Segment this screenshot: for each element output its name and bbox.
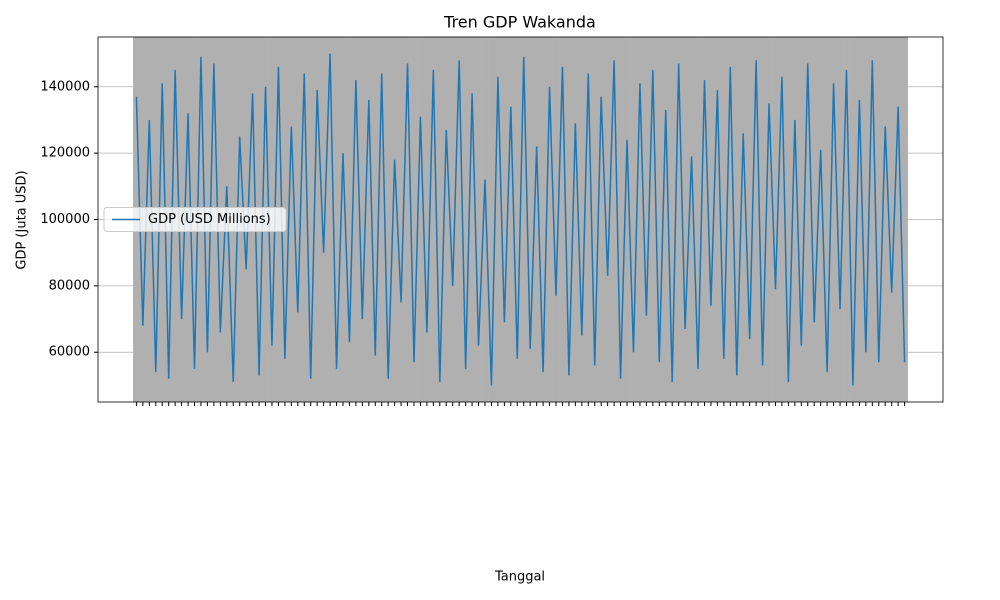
y-axis-label: GDP (Juta USD) [15, 170, 30, 269]
y-tick-label: 60000 [49, 345, 90, 360]
x-axis-label: Tanggal [494, 570, 545, 585]
plot-frame [97, 36, 944, 403]
legend: GDP (USD Millions) [103, 207, 287, 232]
line-series [135, 53, 906, 386]
chart-title: Tren GDP Wakanda [443, 13, 596, 32]
legend-box [103, 207, 287, 232]
y-tick-label: 120000 [40, 146, 90, 161]
y-tick-label: 140000 [40, 79, 90, 94]
legend-label: GDP (USD Millions) [148, 212, 271, 227]
y-tick-label: 100000 [40, 212, 90, 227]
y-tick-label: 80000 [49, 278, 90, 293]
